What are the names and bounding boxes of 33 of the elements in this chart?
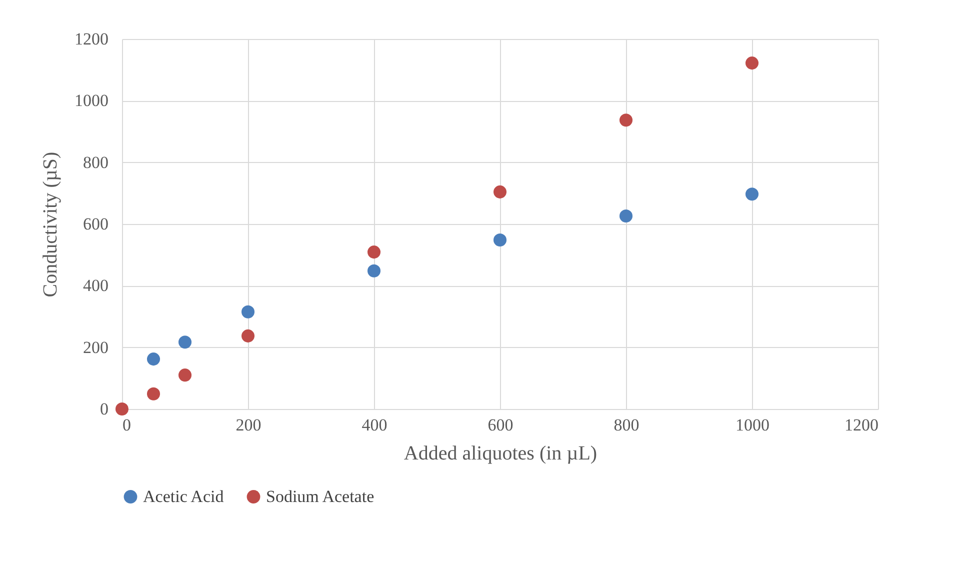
x-axis-title: Added aliquotes (in µL): [404, 442, 598, 464]
point: [115, 402, 129, 416]
point: [367, 246, 381, 259]
point: [146, 387, 160, 400]
y-tick-label: 800: [83, 152, 108, 172]
point: [493, 234, 507, 247]
x-tick-label: 800: [614, 416, 640, 434]
point: [619, 114, 633, 127]
x-tick-label: 1200: [844, 416, 878, 434]
legend-label: Sodium Acetate: [266, 486, 374, 506]
x-tick-label: 600: [488, 416, 514, 434]
x-tick-label: 0: [122, 416, 131, 434]
point: [241, 329, 255, 342]
point: [146, 352, 160, 366]
point: [178, 368, 192, 382]
y-axis-title: Conductivity (µS): [40, 152, 62, 298]
y-tick-label: 400: [83, 276, 108, 296]
y-tick-label: 200: [83, 338, 108, 357]
point: [178, 336, 192, 349]
x-tick-label: 400: [362, 416, 388, 434]
legend-label: Acetic Acid: [143, 486, 224, 506]
y-tick-label: 600: [83, 214, 108, 234]
point: [619, 209, 633, 222]
y-tick-label: 1000: [74, 91, 108, 110]
y-tick-label: 1200: [74, 30, 108, 48]
point: [745, 56, 759, 70]
point: [241, 305, 255, 318]
x-tick-label: 200: [236, 416, 262, 434]
y-tick-label: 0: [100, 400, 108, 418]
point: [493, 185, 507, 198]
x-tick-label: 1000: [736, 416, 770, 434]
point: [745, 188, 759, 201]
point: [367, 264, 381, 278]
